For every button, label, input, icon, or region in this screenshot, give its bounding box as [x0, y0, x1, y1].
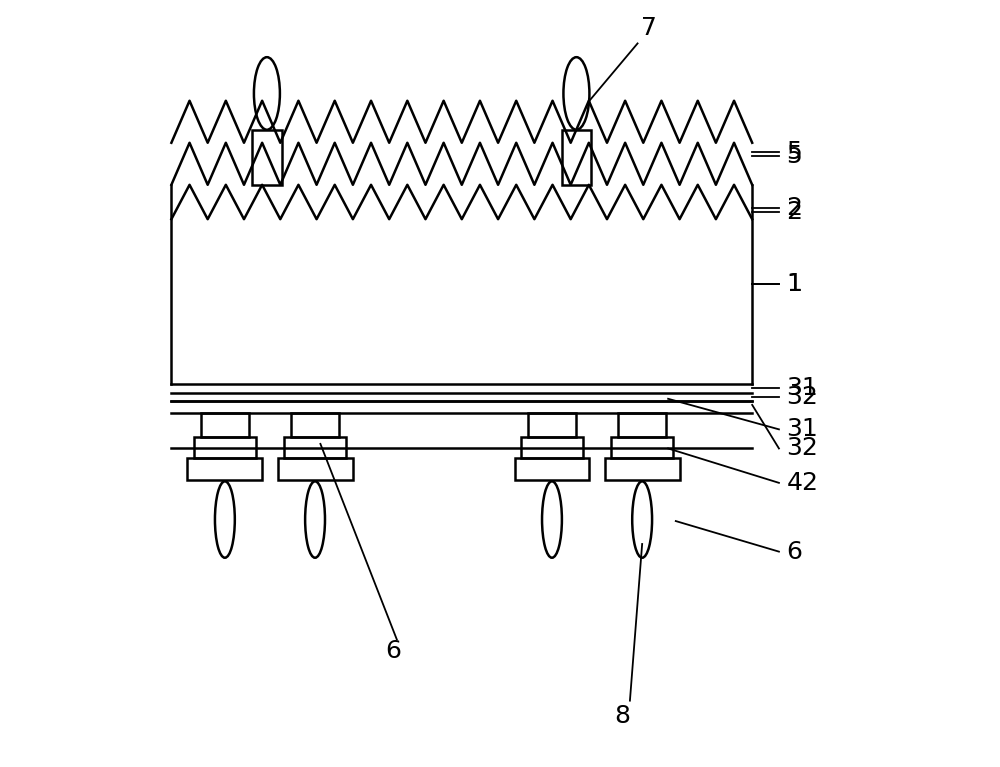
Text: 42: 42	[787, 471, 819, 495]
Text: 6: 6	[385, 639, 401, 663]
Text: 32: 32	[787, 436, 818, 460]
Bar	[291, 413, 339, 437]
Text: 32: 32	[787, 385, 818, 410]
Text: 2: 2	[787, 196, 803, 219]
Bar	[618, 413, 666, 437]
Bar	[278, 459, 353, 480]
Text: 2: 2	[787, 199, 803, 223]
Text: 1: 1	[787, 272, 802, 296]
Text: 6: 6	[787, 540, 803, 564]
Bar	[611, 437, 673, 459]
Bar	[201, 413, 249, 437]
Bar	[528, 413, 576, 437]
Text: 31: 31	[787, 377, 818, 400]
Text: 1: 1	[787, 272, 802, 296]
Bar	[562, 130, 591, 185]
Text: 31: 31	[787, 417, 818, 441]
Text: 8: 8	[614, 704, 630, 728]
Bar	[252, 130, 282, 185]
Text: 5: 5	[787, 140, 802, 164]
Bar	[521, 437, 583, 459]
Text: 5: 5	[787, 144, 802, 168]
Bar	[284, 437, 346, 459]
Bar	[187, 459, 262, 480]
Text: 7: 7	[641, 15, 657, 40]
Bar	[194, 437, 256, 459]
Bar	[515, 459, 589, 480]
Bar	[605, 459, 680, 480]
